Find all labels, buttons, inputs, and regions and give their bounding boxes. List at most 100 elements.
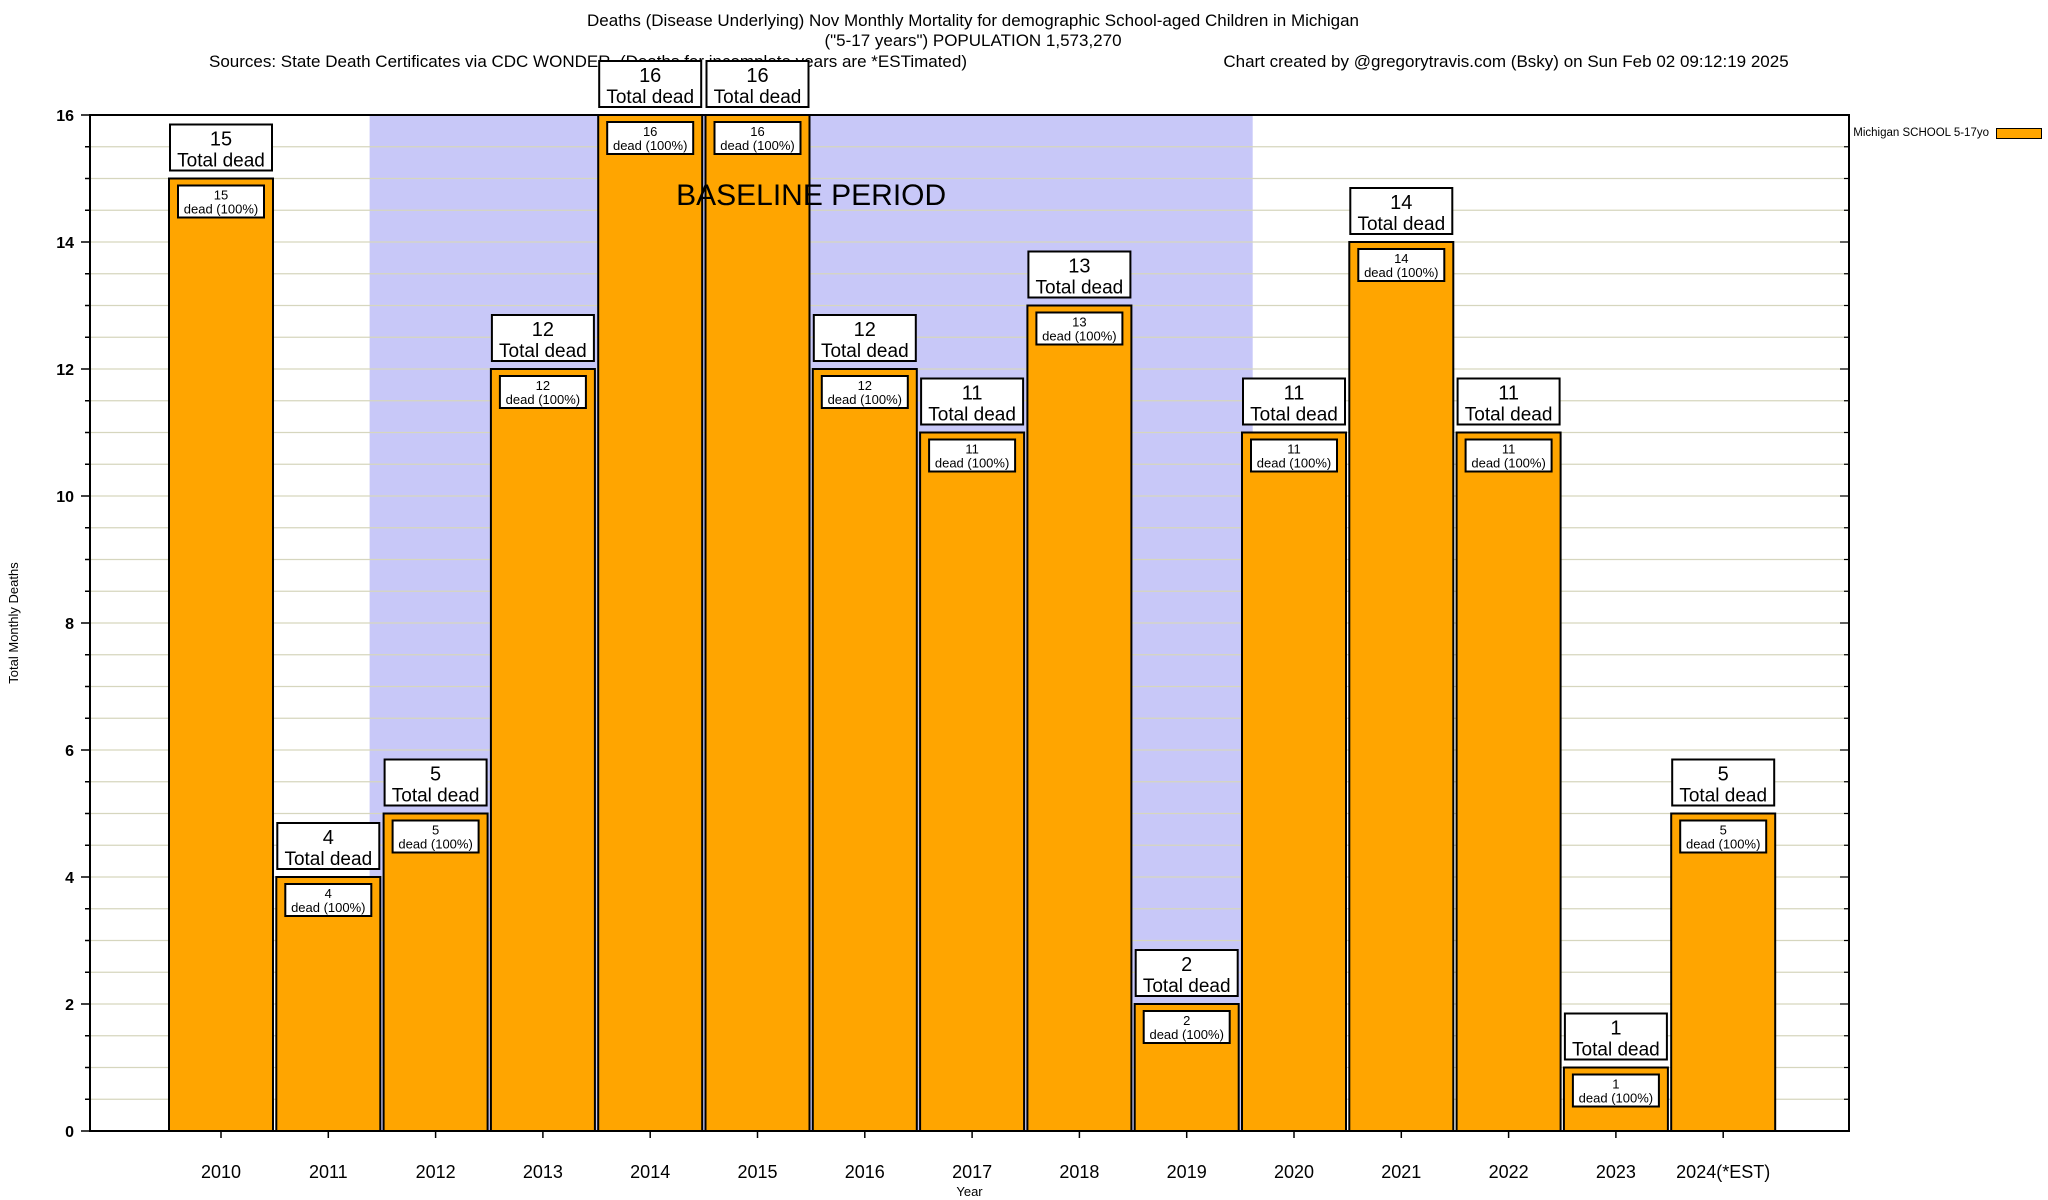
bar-inner-label-box <box>1035 311 1124 346</box>
bar-inner-label-text: dead (100%) <box>1686 837 1760 852</box>
baseline-period-label: BASELINE PERIOD <box>676 179 946 212</box>
bar-2016 <box>811 368 918 1132</box>
bar-total-label-value: 11 <box>1498 383 1519 405</box>
bar-total-label-text: Total dead <box>928 405 1016 426</box>
bar-inner-label-value: 11 <box>1287 442 1301 457</box>
bar-inner-label-text: dead (100%) <box>1579 1091 1653 1106</box>
bar-2014 <box>597 114 704 1132</box>
y-tick-label: 0 <box>65 1124 74 1141</box>
bar-2011 <box>275 876 382 1132</box>
bar-total-label-text: Total dead <box>177 151 265 172</box>
bar-inner-label-value: 14 <box>1394 251 1408 266</box>
bar-inner-label-value: 5 <box>432 823 439 838</box>
bar-total-label-box <box>1242 377 1346 426</box>
bar-total-label-text: Total dead <box>714 87 802 108</box>
bar-inner-label-text: dead (100%) <box>184 202 258 217</box>
bar-inner-label-box <box>1250 438 1338 473</box>
y-tick-label: 12 <box>56 362 74 379</box>
bar-total-label-box <box>1349 187 1454 235</box>
bar-inner-label-value: 2 <box>1183 1013 1190 1028</box>
bar-total-label-text: Total dead <box>1465 405 1553 426</box>
bar-total-label-value: 1 <box>1610 1018 1621 1040</box>
bar-inner-label-box <box>391 819 480 854</box>
bar-total-label-value: 4 <box>323 827 334 849</box>
bar-inner-label-box <box>1357 248 1446 282</box>
x-axis: 2010 2011 2012 2013 2014 2015 2016 2017 2018 2019… <box>201 1131 1770 1199</box>
bar-total-label-text: Total dead <box>1357 214 1445 235</box>
bar-inner-label-value: 11 <box>965 442 979 457</box>
bar-inner-label-value: 11 <box>1502 442 1516 457</box>
bar-inner-label-box <box>1571 1073 1660 1108</box>
bar-2021 <box>1348 241 1455 1132</box>
bar-total-label-value: 12 <box>532 319 554 341</box>
x-tick-label-2024(*EST): 2024(*EST) <box>1676 1162 1770 1182</box>
x-tick-label-2014: 2014 <box>630 1162 670 1182</box>
x-tick-label-2018: 2018 <box>1059 1162 1099 1182</box>
bar-inner-label-box <box>928 438 1017 473</box>
bar-inner-label-value: 16 <box>750 124 764 139</box>
bar-total-label-text: Total dead <box>1143 976 1231 997</box>
bar-total-label-box <box>383 758 488 807</box>
chart-subtitle: ("5-17 years") POPULATION 1,573,270 <box>824 31 1122 50</box>
bar-inner-label-value: 13 <box>1072 315 1086 330</box>
bar-inner-label-text: dead (100%) <box>935 456 1009 471</box>
bar-total-label-box <box>169 123 273 172</box>
bar-total-label-value: 11 <box>962 383 983 405</box>
x-tick-label-2011: 2011 <box>309 1162 348 1182</box>
bar-inner-label-box <box>820 375 909 409</box>
y-tick-label: 10 <box>56 489 74 506</box>
bar-2015 <box>704 114 811 1132</box>
bar-inner-label-box <box>1142 1010 1231 1044</box>
bar-total-label-value: 12 <box>854 319 876 341</box>
bar-total-label-box <box>1563 1012 1668 1061</box>
bar-inner-label-text: dead (100%) <box>1471 456 1545 471</box>
legend-series-label: Michigan SCHOOL 5-17yo <box>1853 127 1989 139</box>
bar-inner-label-box <box>606 121 695 155</box>
bar-inner-label-box <box>1679 819 1768 854</box>
bar-inner-label-text: dead (100%) <box>1149 1027 1223 1042</box>
bar-inner-label-value: 4 <box>325 886 332 901</box>
bar-inner-label-box <box>1464 438 1553 473</box>
bar-2020 <box>1241 431 1347 1132</box>
x-tick-label-2017: 2017 <box>952 1162 992 1182</box>
bar-total-label-value: 11 <box>1284 383 1305 405</box>
bar-total-label-text: Total dead <box>821 341 909 362</box>
bar-total-label-box <box>920 377 1025 426</box>
bar-2013 <box>489 368 596 1132</box>
bar-total-label-box <box>1671 758 1776 807</box>
legend-color-swatch-icon <box>1996 127 2042 139</box>
bar-total-label-text: Total dead <box>606 87 694 108</box>
bar-total-label-text: Total dead <box>1250 405 1338 426</box>
bar-inner-label-text: dead (100%) <box>398 837 472 852</box>
bar-inner-label-value: 1 <box>1612 1077 1619 1092</box>
bar-inner-label-value: 16 <box>643 124 657 139</box>
x-tick-label-2010: 2010 <box>201 1162 241 1182</box>
bar-total-label-value: 16 <box>746 65 768 87</box>
bar-total-label-text: Total dead <box>499 341 587 362</box>
bar-inner-label-value: 5 <box>1720 823 1727 838</box>
bar-inner-label-text: dead (100%) <box>506 392 580 407</box>
bar-total-label-box <box>1134 949 1239 997</box>
x-tick-label-2016: 2016 <box>845 1162 885 1182</box>
bar-total-label-value: 16 <box>639 65 661 87</box>
bar-total-label-value: 2 <box>1181 954 1192 976</box>
bar-total-label-box <box>490 314 595 362</box>
x-tick-label-2012: 2012 <box>416 1162 456 1182</box>
bar-total-label-text: Total dead <box>284 849 372 870</box>
x-tick-label-2015: 2015 <box>737 1162 777 1182</box>
bar-2012 <box>382 812 489 1132</box>
bar-inner-label-value: 12 <box>536 378 550 393</box>
y-tick-label: 8 <box>65 616 74 633</box>
bar-total-label-text: Total dead <box>392 786 480 807</box>
bar-total-label-box <box>812 314 917 362</box>
bar-inner-label-box <box>284 883 373 917</box>
bar-total-label-text: Total dead <box>1036 278 1124 299</box>
